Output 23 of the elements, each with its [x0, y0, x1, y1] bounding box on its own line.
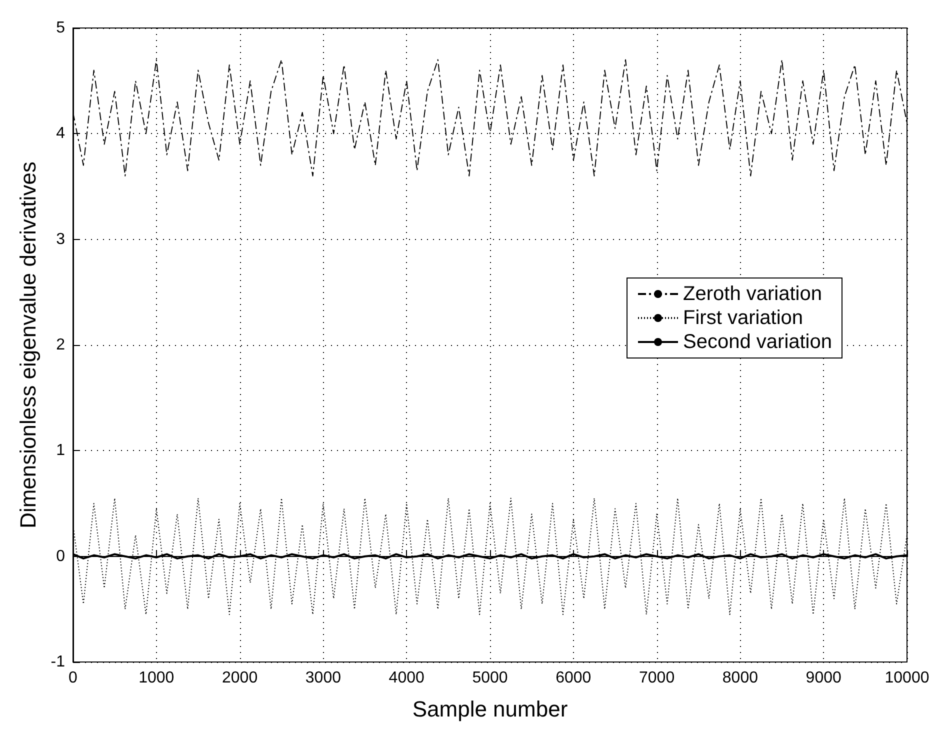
x-axis-title: Sample number — [412, 696, 568, 722]
x-tick-label: 8000 — [722, 670, 758, 686]
x-tick-label: 0 — [68, 670, 78, 686]
x-tick-label: 6000 — [556, 670, 592, 686]
x-tick-label: 9000 — [806, 670, 842, 686]
y-tick-label: 4 — [56, 125, 66, 142]
y-axis-title: Dimensionless eigenvalue derivatives — [16, 162, 40, 528]
x-tick-label: 7000 — [639, 670, 675, 686]
x-tick-label: 10000 — [884, 670, 930, 686]
y-tick-label: 5 — [56, 20, 66, 36]
legend-label: First variation — [683, 307, 804, 329]
x-tick-label: 4000 — [388, 670, 424, 686]
x-tick-label: 2000 — [222, 670, 258, 686]
y-tick-label: 2 — [56, 336, 66, 354]
x-tick-label: 3000 — [305, 670, 342, 686]
x-tick-label: 5000 — [472, 670, 508, 686]
x-tick-label: 1000 — [138, 670, 174, 686]
legend-label: Second variation — [683, 331, 832, 353]
y-tick-label: 1 — [56, 442, 66, 460]
y-tick-label: 3 — [56, 230, 66, 248]
y-tick-label: -1 — [50, 654, 66, 670]
legend-label: Zeroth variation — [683, 283, 822, 305]
y-tick-label: 0 — [56, 548, 66, 565]
